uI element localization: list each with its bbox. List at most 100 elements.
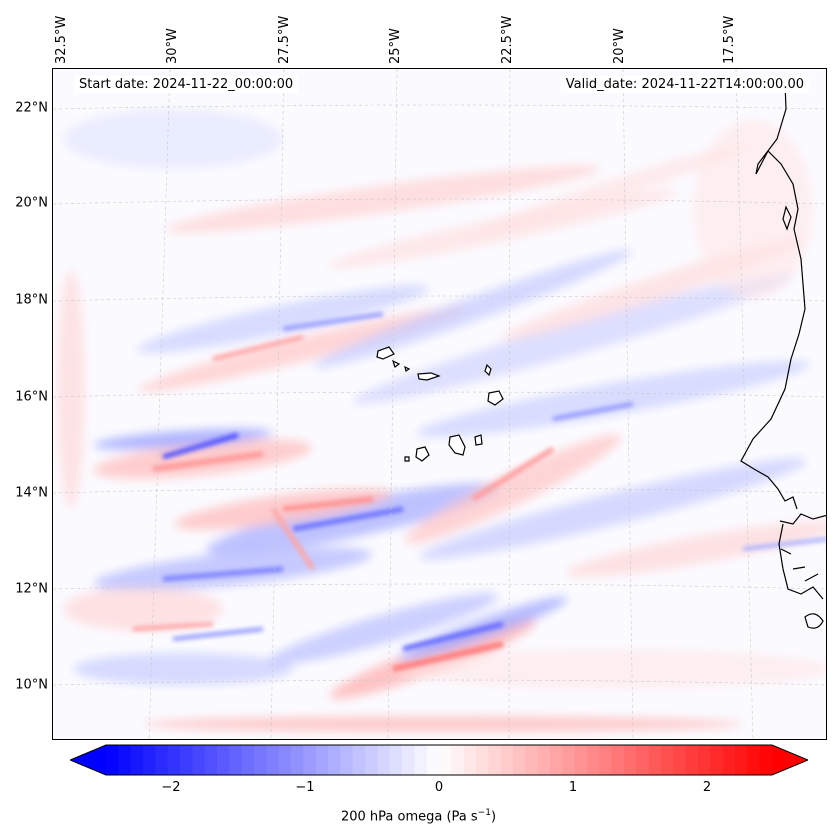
colorbar-cell	[389, 745, 403, 775]
colorbar-cell	[747, 745, 761, 775]
colorbar-cell	[192, 745, 206, 775]
lon-label-17-5w: 17.5°W	[722, 15, 737, 64]
colorbar-cell	[735, 745, 748, 775]
colorbar-cell	[500, 745, 514, 775]
colorbar-cell	[537, 745, 551, 775]
colorbar-cell	[315, 745, 329, 775]
lat-label-16n: 16°N	[15, 389, 48, 405]
colorbar-cell	[266, 745, 280, 775]
colorbar-cell	[426, 745, 440, 775]
colorbar-cell	[525, 745, 539, 775]
colorbar-cell	[574, 745, 588, 775]
lat-label-18n: 18°N	[15, 292, 48, 308]
colorbar-cell	[759, 745, 773, 775]
colorbar-label: 200 hPa omega (Pa s−1)	[0, 808, 837, 824]
colorbar-cell	[155, 745, 169, 775]
colorbar-cell	[118, 745, 132, 775]
colorbar-cell	[661, 745, 674, 775]
colorbar-cell	[130, 745, 144, 775]
colorbar-cell	[673, 745, 687, 775]
colorbar-cell	[106, 745, 119, 775]
colorbar-cell	[451, 745, 465, 775]
lon-label-22-5w: 22.5°W	[500, 15, 515, 64]
colorbar-cell	[278, 745, 292, 775]
colorbar-cell	[352, 745, 366, 775]
omega-field-map	[53, 69, 826, 739]
colorbar-cell	[587, 745, 600, 775]
colorbar-cell	[611, 745, 625, 775]
colorbar-tick-minus2: −2	[161, 780, 181, 795]
lon-label-25w: 25°W	[388, 28, 403, 64]
colorbar	[70, 744, 808, 776]
colorbar-cell	[439, 745, 452, 775]
colorbar-cell	[254, 745, 267, 775]
colorbar-outline	[70, 744, 808, 776]
colorbar-cell	[463, 745, 477, 775]
island-santo-antao	[376, 346, 395, 360]
colorbar-cell	[562, 745, 576, 775]
start-date-label: Start date: 2024-11-22_00:00:00	[74, 76, 299, 93]
island-sao-nicolau	[417, 372, 441, 381]
colorbar-cell	[180, 745, 193, 775]
colorbar-cell	[722, 745, 736, 775]
lat-label-10n: 10°N	[15, 677, 48, 693]
colorbar-cell	[365, 745, 378, 775]
colorbar-cell	[513, 745, 526, 775]
colorbar-extend-min	[70, 745, 106, 775]
lon-label-27-5w: 27.5°W	[277, 15, 292, 64]
colorbar-cell	[143, 745, 156, 775]
lat-label-22n: 22°N	[15, 100, 48, 116]
colorbar-cell	[229, 745, 243, 775]
island-santa-luzia	[404, 365, 411, 372]
map-panel	[52, 68, 827, 740]
colorbar-tick-2: 2	[702, 780, 712, 795]
island-maio	[474, 434, 483, 446]
colorbar-label-exponent: −1	[477, 808, 491, 818]
island-brava	[404, 456, 410, 462]
colorbar-label-suffix: )	[490, 809, 497, 825]
cape-verde-islands	[376, 346, 504, 462]
colorbar-cell	[291, 745, 304, 775]
graticule	[53, 69, 826, 739]
island-santiago	[448, 434, 466, 456]
lat-label-14n: 14°N	[15, 485, 48, 501]
colorbar-cell	[685, 745, 699, 775]
lat-label-12n: 12°N	[15, 581, 48, 597]
colorbar-cell	[648, 745, 662, 775]
lon-label-20w: 20°W	[612, 28, 627, 64]
colorbar-cell	[217, 745, 230, 775]
colorbar-cell	[303, 745, 317, 775]
omega-field-streaks	[132, 312, 826, 672]
colorbar-cell	[488, 745, 502, 775]
colorbar-tick-1: 1	[568, 780, 578, 795]
colorbar-cell	[377, 745, 391, 775]
colorbar-tick-0: 0	[434, 780, 444, 795]
colorbar-tick-minus1: −1	[295, 780, 315, 795]
colorbar-extend-max	[772, 745, 808, 775]
colorbar-cell	[599, 745, 613, 775]
colorbar-cell	[636, 745, 650, 775]
colorbar-cell	[550, 745, 563, 775]
colorbar-label-prefix: 200 hPa omega (Pa s	[340, 809, 478, 825]
colorbar-cell	[340, 745, 354, 775]
island-sao-vicente	[391, 359, 401, 368]
colorbar-cell	[328, 745, 341, 775]
colorbar-cell	[414, 745, 428, 775]
coastline	[740, 82, 826, 629]
colorbar-cell	[167, 745, 181, 775]
colorbar-cell	[241, 745, 255, 775]
lon-label-32-5w: 32.5°W	[54, 15, 69, 64]
colorbar-cell	[402, 745, 415, 775]
colorbar-cells	[70, 745, 808, 775]
lat-label-20n: 20°N	[15, 195, 48, 211]
colorbar-cell	[698, 745, 711, 775]
island-boa-vista	[487, 390, 504, 406]
valid-date-label: Valid_date: 2024-11-22T14:00:00.00	[560, 76, 809, 93]
colorbar-cell	[204, 745, 218, 775]
lon-label-30w: 30°W	[165, 28, 180, 64]
island-sal	[484, 363, 492, 377]
colorbar-cell	[476, 745, 489, 775]
colorbar-cell	[710, 745, 724, 775]
colorbar-cell	[624, 745, 637, 775]
island-fogo	[415, 446, 430, 462]
